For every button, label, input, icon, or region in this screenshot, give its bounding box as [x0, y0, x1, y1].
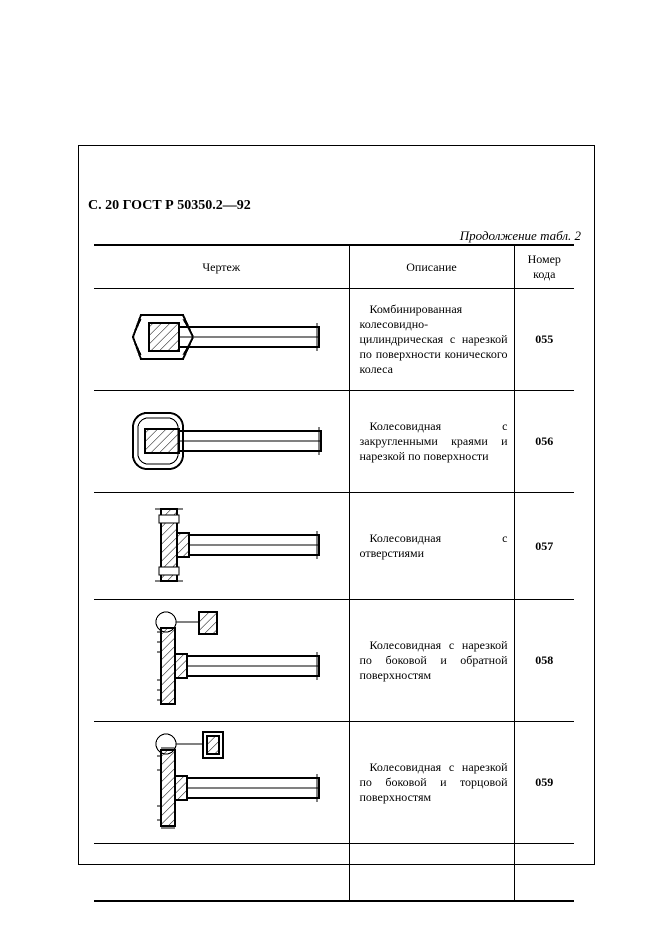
- table-row: Колесовидная с закругленными краями и на…: [94, 391, 574, 493]
- code-cell: 056: [514, 391, 574, 493]
- page-header: С. 20 ГОСТ Р 50350.2—92: [88, 198, 251, 214]
- code-cell: 057: [514, 493, 574, 600]
- description-cell: Колесовидная с отверстиями: [349, 493, 514, 600]
- code-cell: [514, 844, 574, 902]
- description-cell: Колесовидная с нарезкой по боковой и обр…: [349, 600, 514, 722]
- page: С. 20 ГОСТ Р 50350.2—92 Продолжение табл…: [0, 0, 661, 935]
- table-row: [94, 844, 574, 902]
- drawing-cell: [94, 289, 349, 391]
- drawing-056-icon: [111, 399, 331, 484]
- code-cell: 058: [514, 600, 574, 722]
- table-header-row: Чертеж Описание Номер кода: [94, 245, 574, 289]
- col-header-drawing: Чертеж: [94, 245, 349, 289]
- drawing-059-icon: [111, 730, 331, 835]
- drawing-cell: [94, 722, 349, 844]
- table-row: Комбинированная колесовидно-цилиндрическ…: [94, 289, 574, 391]
- drawing-cell: [94, 600, 349, 722]
- code-cell: 059: [514, 722, 574, 844]
- description-cell: Колесовидная с нарезкой по боковой и тор…: [349, 722, 514, 844]
- table-continuation: Продолжение табл. 2: [460, 228, 581, 244]
- drawing-cell: [94, 493, 349, 600]
- col-header-code: Номер кода: [514, 245, 574, 289]
- drawing-057-icon: [111, 501, 331, 591]
- description-cell: [349, 844, 514, 902]
- description-cell: Комбинированная колесовидно-цилиндрическ…: [349, 289, 514, 391]
- drawing-cell: [94, 844, 349, 902]
- drawing-055-icon: [111, 297, 331, 382]
- drawing-cell: [94, 391, 349, 493]
- table-row: Колесовидная с отверстиями 057: [94, 493, 574, 600]
- table-row: Колесовидная с нарезкой по боковой и тор…: [94, 722, 574, 844]
- description-cell: Колесовидная с закругленными краями и на…: [349, 391, 514, 493]
- spec-table: Чертеж Описание Номер кода: [94, 244, 574, 902]
- drawing-058-icon: [111, 608, 331, 713]
- col-header-description: Описание: [349, 245, 514, 289]
- table-row: Колесовидная с нарезкой по боковой и обр…: [94, 600, 574, 722]
- code-cell: 055: [514, 289, 574, 391]
